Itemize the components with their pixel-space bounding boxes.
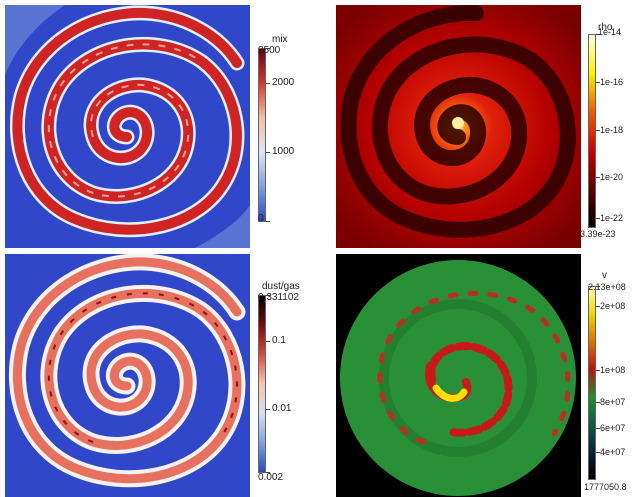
colorbar-tick-label: 1e+08 [600,365,626,375]
colorbar-tick-label: 1e-16 [600,77,624,87]
colorbar-title: dust/gas [262,281,300,292]
colorbar-tick-label: 1777050.8 [584,482,627,492]
rho-plot [336,5,581,248]
colorbar-tick-label: 1e-18 [600,125,624,135]
colorbar-tick-label: 8e+07 [600,397,626,407]
dust-gas-plot [5,254,250,497]
colorbar-tick-label: 0.331102 [258,292,299,303]
colorbar-tick-label: 3.39e-23 [580,229,616,239]
colorbar-tick-label: 2.13e+08 [588,282,626,292]
colorbar-tick-label: 0.1 [272,335,286,346]
velocity-colorbar: v 2.13e+08 2e+08 1e+08 8e+07 6e+07 4e+07… [584,270,638,494]
colorbar-tick-label: 1000 [272,146,295,157]
colorbar-tick-label: 1e-20 [600,172,624,182]
colorbar-title: v [602,270,607,281]
colorbar-tick-label: 1e-22 [600,213,624,223]
colorbar-tick-label: 6e+07 [600,423,626,433]
colorbar-tick-label: 1e-14 [598,27,622,37]
colorbar-gradient [258,48,266,222]
velocity-plot [336,254,581,497]
colorbar-gradient [588,286,596,480]
colorbar-title: mix [272,34,288,45]
colorbar-tick-label: 0.002 [258,472,284,483]
colorbar-tick-label: 4e+07 [600,447,626,457]
dust-gas-colorbar: dust/gas 0.331102 0.1 0.01 0.002 [258,281,338,485]
colorbar-gradient [588,34,596,228]
colorbar-tick-label: 2500 [258,45,281,56]
colorbar-tick-label: 0.01 [272,403,292,414]
colorbar-tick-label: 2000 [272,77,295,88]
mix-plot [5,5,250,248]
colorbar-tick-label: 2e+08 [600,301,626,311]
rho-colorbar: rho 1e-14 1e-16 1e-18 1e-20 1e-22 3.39e-… [580,22,638,240]
mix-colorbar: mix 2500 2000 1000 0 [258,34,328,234]
colorbar-tick-label: 0 [258,213,264,224]
colorbar-gradient [258,295,266,473]
colorbar-title: rho [598,22,613,33]
